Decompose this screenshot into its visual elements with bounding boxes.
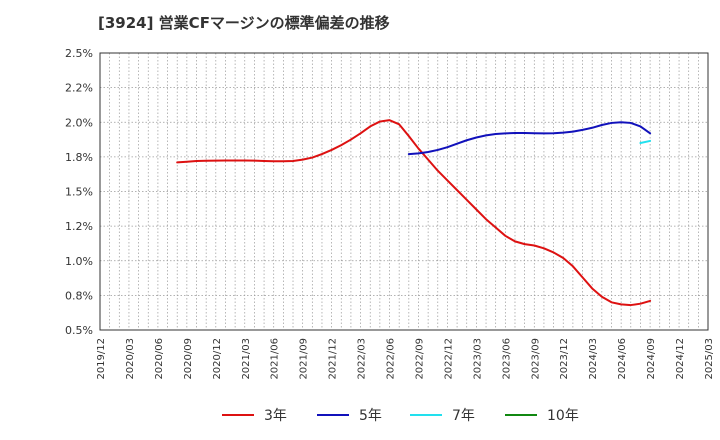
legend-label-5年: 5年 (359, 408, 382, 424)
x-tick-label: 2020/03 (125, 338, 136, 380)
x-tick-label: 2024/06 (617, 338, 628, 380)
y-tick-label: 1.8% (65, 151, 93, 164)
x-tick-label: 2023/03 (472, 338, 483, 380)
legend-label-10年: 10年 (547, 408, 579, 424)
x-tick-label: 2022/12 (443, 338, 454, 380)
x-tick-label: 2020/06 (154, 338, 165, 380)
x-tick-label: 2021/03 (241, 338, 252, 380)
series-line-3年 (176, 119, 652, 307)
y-tick-label: 2.5% (65, 47, 93, 60)
y-tick-label: 1.5% (65, 186, 93, 199)
series-lines (176, 119, 652, 307)
y-tick-labels: 2.5% 2.2% 2.0% 1.8% 1.5% 1.2% 1.0% 0.8% 0.5% (65, 47, 93, 337)
plot-frame (99, 52, 709, 331)
x-tick-label: 2024/03 (588, 338, 599, 380)
grid (100, 53, 708, 330)
series-line-5年 (407, 121, 652, 156)
y-tick-label: 0.8% (65, 289, 93, 302)
x-tick-label: 2023/06 (501, 338, 512, 380)
y-tick-label: 2.0% (65, 116, 93, 129)
plot-border (99, 52, 709, 331)
x-tick-label: 2023/12 (559, 338, 570, 380)
x-tick-label: 2025/03 (704, 338, 715, 380)
y-tick-label: 0.5% (65, 324, 93, 337)
x-tick-label: 2021/06 (270, 338, 281, 380)
y-tick-label: 1.2% (65, 220, 93, 233)
x-tick-label: 2023/09 (530, 338, 541, 380)
x-tick-label: 2020/12 (212, 338, 223, 380)
x-tick-label: 2024/12 (675, 338, 686, 380)
x-tick-label: 2022/06 (386, 338, 397, 380)
legend-label-7年: 7年 (452, 408, 475, 424)
y-tick-label: 2.2% (65, 82, 93, 95)
x-tick-label: 2021/12 (328, 338, 339, 380)
legend: 3年 5年 7年 10年 (222, 408, 579, 424)
x-tick-label: 2021/09 (299, 338, 310, 380)
legend-label-3年: 3年 (264, 408, 287, 424)
x-tick-label: 2020/09 (183, 338, 194, 380)
x-tick-label: 2022/09 (414, 338, 425, 380)
y-tick-label: 1.0% (65, 255, 93, 268)
series-line-7年 (639, 139, 652, 145)
x-tick-label: 2022/03 (357, 338, 368, 380)
x-tick-labels: 2019/12 2020/03 2020/06 2020/09 2020/12 2021/… (96, 338, 715, 380)
x-tick-label: 2019/12 (96, 338, 107, 380)
x-tick-label: 2024/09 (646, 338, 657, 380)
chart-title: [3924] 営業CFマージンの標準偏差の推移 (98, 14, 390, 32)
